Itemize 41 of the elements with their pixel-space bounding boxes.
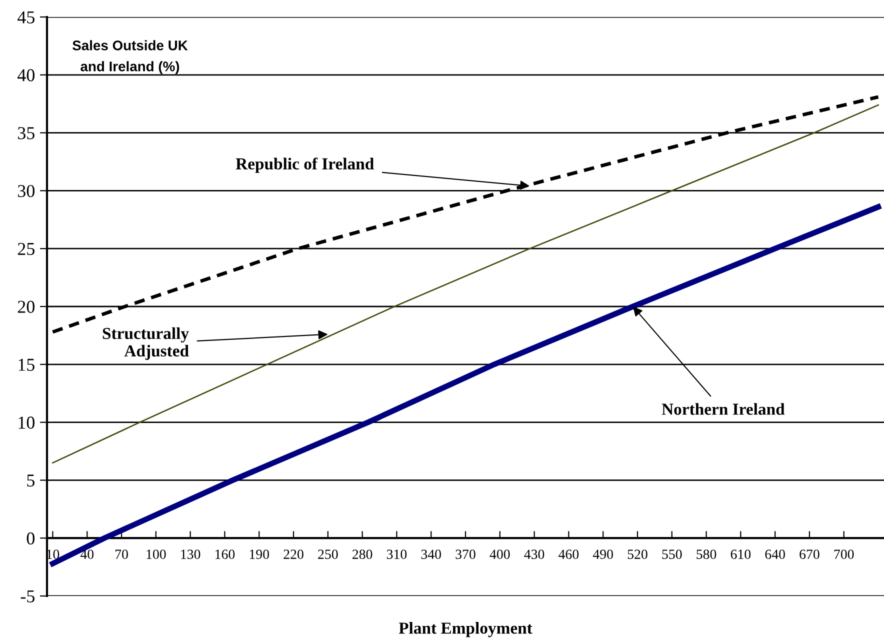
y-tick-label: 0 — [26, 532, 35, 545]
x-tick-label: 460 — [558, 550, 579, 559]
x-tick-label: 610 — [730, 550, 751, 559]
x-tick-label: 550 — [662, 550, 682, 559]
y-tick-label: 5 — [27, 474, 34, 487]
y-tick-label: 40 — [17, 69, 35, 82]
y-tick-label: 10 — [18, 416, 35, 429]
y-tick-label: 15 — [18, 358, 34, 371]
x-tick-label: 640 — [765, 550, 785, 559]
x-tick-label: 100 — [146, 550, 166, 559]
x-tick-label: 400 — [490, 550, 510, 559]
x-tick-label: 340 — [421, 550, 441, 559]
y-tick-label: 45 — [17, 11, 34, 24]
x-tick-label: 220 — [284, 550, 304, 559]
x-axis-title: Plant Employment — [398, 622, 532, 638]
x-tick-label: 280 — [352, 550, 372, 559]
x-tick-label: 670 — [800, 550, 820, 559]
x-tick-label: 370 — [456, 550, 476, 559]
annotation: Structurally Adjusted — [102, 327, 189, 360]
x-tick-label: 130 — [181, 550, 200, 559]
x-tick-label: 490 — [592, 550, 613, 559]
x-tick-label: 70 — [116, 550, 128, 559]
y-tick-label: 35 — [18, 127, 34, 140]
x-tick-label: 250 — [318, 550, 338, 559]
line-series — [52, 104, 879, 464]
annotation: Republic of Ireland — [236, 158, 374, 173]
x-tick-label: 160 — [216, 550, 235, 559]
annotation: Northern Ireland — [662, 403, 785, 415]
y-tick-label: 30 — [18, 184, 35, 198]
x-tick-label: 580 — [696, 550, 716, 559]
y-axis-title: Sales Outside UK and Ireland (%) — [72, 40, 188, 74]
x-tick-label: 520 — [628, 550, 648, 559]
x-tick-label: 40 — [80, 550, 94, 559]
y-tick-label: -5 — [20, 590, 34, 602]
x-tick-label: 700 — [834, 550, 854, 559]
x-tick-label: 430 — [524, 550, 544, 559]
y-tick-label: 20 — [18, 300, 35, 313]
x-tick-label: 190 — [250, 550, 270, 559]
y-tick-label: 25 — [18, 242, 34, 256]
x-tick-label: 310 — [386, 550, 407, 559]
x-tick-label: 10 — [47, 550, 60, 559]
